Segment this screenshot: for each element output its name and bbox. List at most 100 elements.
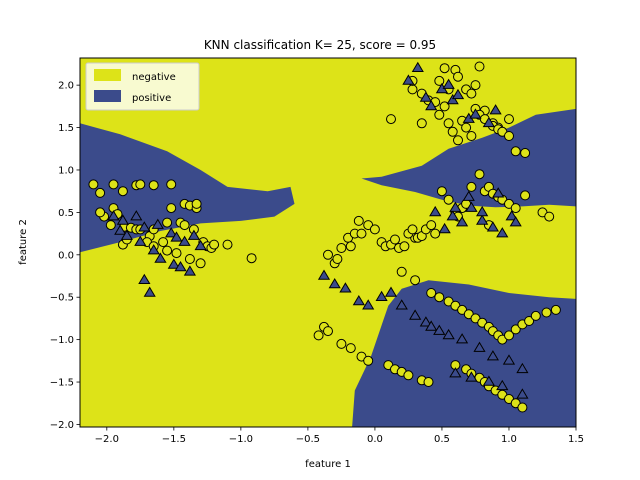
test-point <box>469 108 482 119</box>
test-point <box>194 239 207 251</box>
training-point <box>504 114 514 125</box>
test-point <box>502 354 516 365</box>
test-point <box>143 286 156 297</box>
training-point <box>363 355 374 366</box>
chart-title: KNN classification K= 25, score = 0.95 <box>204 38 436 52</box>
legend: negative positive <box>85 62 200 111</box>
test-point <box>107 210 120 221</box>
training-point <box>407 84 418 95</box>
training-point <box>416 118 427 129</box>
test-point <box>134 235 147 246</box>
data-points <box>88 61 561 413</box>
x-axis-ticks: −2.0 −1.5 −1.0 −0.5 0.0 0.5 1.0 1.5 <box>95 427 584 445</box>
test-point <box>449 201 462 212</box>
test-point <box>486 350 499 361</box>
test-point <box>496 379 509 391</box>
test-point <box>138 221 151 232</box>
training-point <box>117 186 128 197</box>
training-point <box>390 234 400 245</box>
y-tick-label: 0.0 <box>58 250 74 261</box>
x-tick-label: −2.0 <box>95 434 119 445</box>
training-point <box>191 198 202 209</box>
training-point <box>246 253 257 264</box>
training-point <box>504 330 514 341</box>
training-point <box>550 304 561 315</box>
test-point <box>473 341 486 352</box>
test-point <box>317 269 331 280</box>
test-point <box>409 309 422 320</box>
test-point <box>138 273 151 284</box>
test-point <box>167 258 180 269</box>
training-point <box>386 114 396 125</box>
training-point <box>474 61 485 72</box>
training-point <box>466 181 477 192</box>
training-point <box>396 266 407 277</box>
test-point <box>505 210 518 221</box>
legend-label-positive: positive <box>132 93 171 104</box>
training-point <box>353 215 364 226</box>
y-tick-label: −2.0 <box>50 420 74 431</box>
test-point <box>446 210 459 221</box>
training-point <box>430 228 441 239</box>
test-point <box>419 316 432 327</box>
test-point <box>438 222 451 234</box>
test-point <box>384 286 398 297</box>
training-point <box>345 343 356 354</box>
training-point <box>447 126 458 137</box>
test-point <box>476 214 489 225</box>
training-point <box>510 203 521 214</box>
training-point <box>166 203 177 214</box>
test-point <box>476 205 489 217</box>
y-tick-label: −0.5 <box>50 293 74 304</box>
training-point <box>434 292 445 303</box>
training-point <box>423 377 434 387</box>
test-point <box>489 104 502 115</box>
training-point <box>453 135 463 146</box>
training-point <box>520 148 531 158</box>
x-tick-label: −1.0 <box>229 434 253 445</box>
training-point <box>166 179 177 190</box>
training-point <box>171 248 182 259</box>
training-point <box>95 207 106 218</box>
training-point <box>179 220 190 231</box>
plot-frame <box>79 57 577 428</box>
test-point <box>516 362 529 374</box>
x-tick-label: −0.5 <box>296 434 320 445</box>
test-point <box>402 74 415 85</box>
test-point <box>116 214 129 225</box>
test-point <box>328 278 341 289</box>
test-point <box>433 324 446 335</box>
test-point <box>465 201 478 212</box>
training-point <box>524 316 535 326</box>
x-tick-label: 1.5 <box>568 434 584 445</box>
training-point <box>356 228 367 239</box>
training-point <box>407 224 418 235</box>
y-tick-label: 1.5 <box>58 123 74 134</box>
test-point <box>375 290 388 301</box>
x-tick-label: 0.5 <box>434 434 450 445</box>
training-point <box>470 80 481 91</box>
training-point <box>209 239 220 250</box>
test-point <box>465 371 478 382</box>
training-point <box>336 338 347 349</box>
legend-swatch-positive <box>94 90 121 102</box>
test-point <box>429 205 442 217</box>
plot-area <box>79 57 577 428</box>
y-tick-label: 1.0 <box>58 165 74 176</box>
test-point <box>147 244 160 255</box>
test-point <box>183 265 196 276</box>
test-point <box>187 229 201 240</box>
training-point <box>195 258 206 269</box>
training-point <box>520 190 531 201</box>
test-point <box>154 252 167 263</box>
training-point <box>323 249 333 260</box>
training-point <box>369 224 380 235</box>
test-point <box>482 375 495 386</box>
training-point <box>158 237 169 248</box>
test-point <box>442 78 455 89</box>
test-point <box>482 116 495 128</box>
test-point <box>411 61 424 72</box>
training-point <box>313 330 324 341</box>
test-point <box>362 299 375 310</box>
training-point <box>466 88 477 99</box>
